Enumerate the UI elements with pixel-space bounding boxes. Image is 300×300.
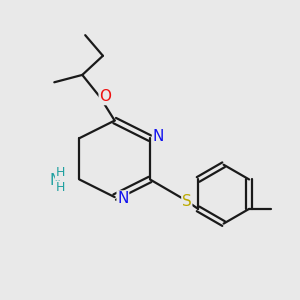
Text: N: N (153, 129, 164, 144)
Text: N: N (117, 191, 129, 206)
Text: O: O (99, 89, 111, 104)
Text: H: H (56, 167, 65, 179)
Text: S: S (182, 194, 192, 209)
Text: N: N (50, 172, 61, 188)
Text: S: S (182, 194, 192, 209)
Text: N: N (50, 172, 61, 188)
Text: O: O (99, 89, 111, 104)
Text: H: H (56, 181, 65, 194)
Text: H: H (56, 167, 65, 179)
Text: N: N (153, 129, 164, 144)
Text: N: N (117, 191, 129, 206)
Text: H: H (56, 181, 65, 194)
